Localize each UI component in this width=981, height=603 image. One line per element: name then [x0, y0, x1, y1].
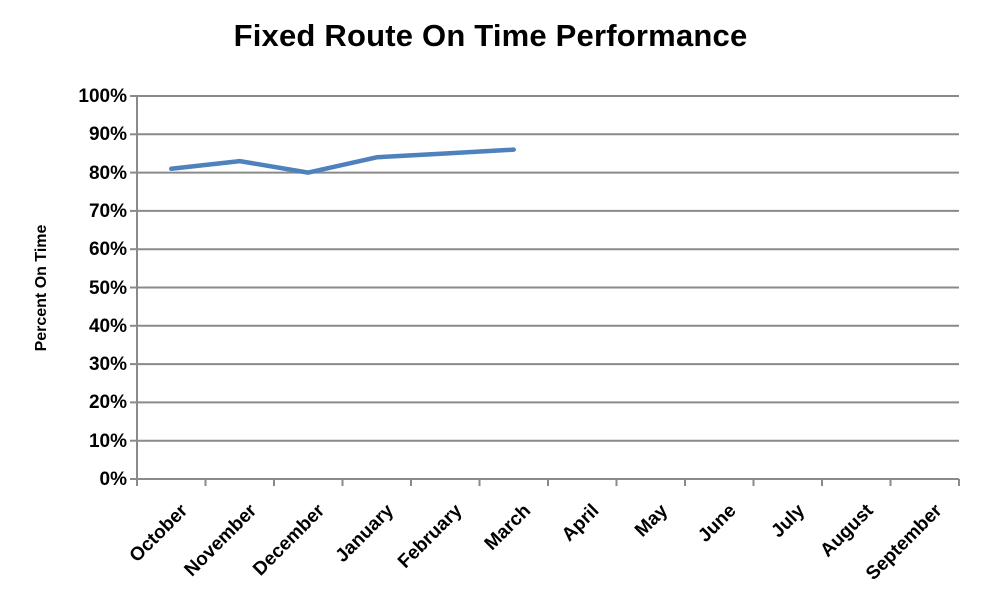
y-tick-label: 30%	[88, 354, 127, 376]
y-tick-label: 40%	[88, 315, 127, 337]
y-tick-label: 50%	[88, 277, 127, 299]
y-tick-label: 80%	[88, 162, 127, 184]
y-tick-label: 0%	[99, 469, 127, 490]
y-tick-label: 10%	[88, 430, 127, 452]
performance-line-series	[169, 147, 516, 175]
y-tick-label: 70%	[88, 200, 127, 222]
y-tick-label: 100%	[78, 86, 127, 107]
y-tick-label: 20%	[88, 392, 127, 414]
chart-title: Fixed Route On Time Performance	[233, 18, 748, 53]
y-tick-label: 60%	[88, 239, 127, 261]
y-tick-label: 90%	[88, 124, 127, 146]
